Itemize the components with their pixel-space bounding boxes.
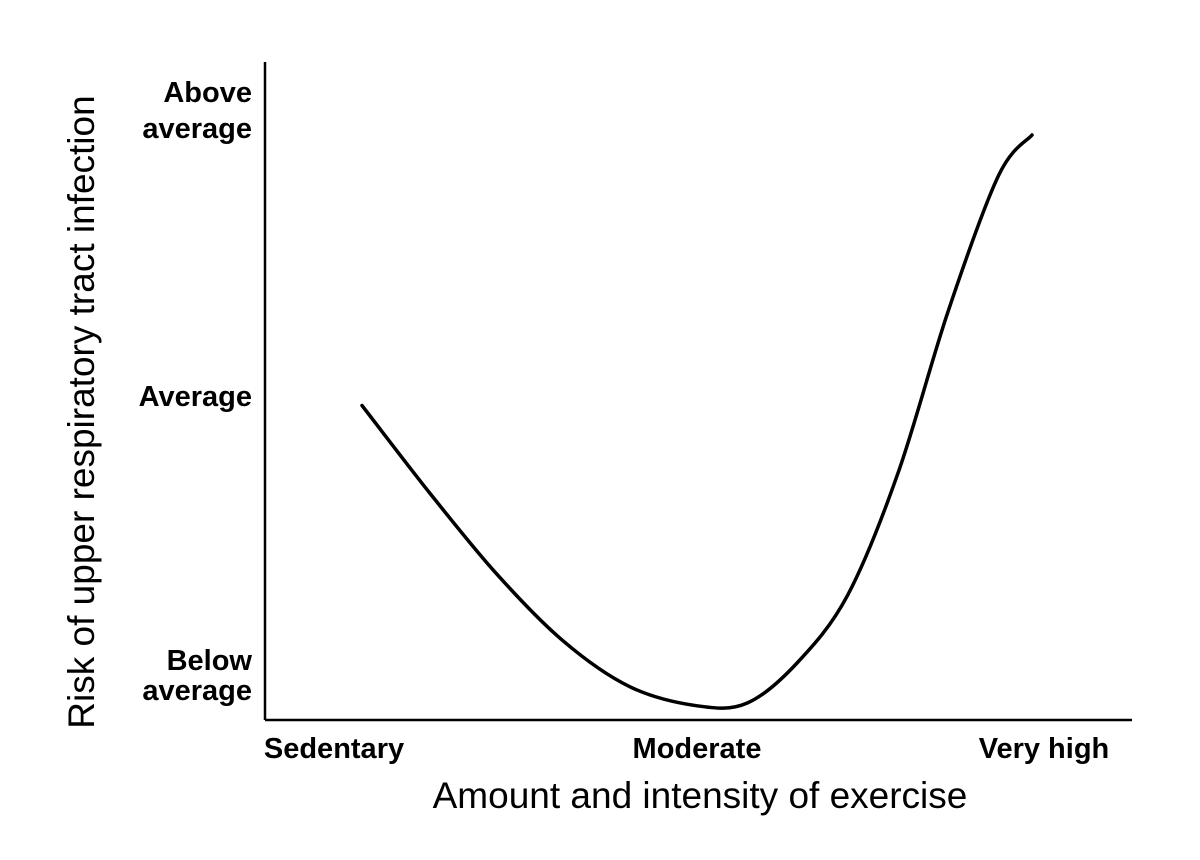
x-tick-label: Moderate	[633, 733, 762, 765]
x-tick-label: Very high	[979, 733, 1110, 765]
y-axis-title: Risk of upper respiratory tract infectio…	[61, 95, 102, 728]
x-tick-label: Sedentary	[264, 733, 404, 765]
y-tick-label: Above average	[142, 77, 252, 145]
plot-area	[360, 133, 1034, 710]
x-tick-labels: Sedentary Moderate Very high	[264, 733, 1109, 765]
axes	[263, 62, 1132, 722]
y-tick-label-line: Average	[139, 381, 252, 413]
x-axis-title: Amount and intensity of exercise	[433, 775, 968, 816]
y-tick-label-line: Below	[167, 645, 253, 677]
y-tick-label: Average	[139, 381, 252, 413]
series-line	[360, 133, 1034, 710]
y-tick-label: Below average	[142, 645, 252, 707]
y-tick-label-line: average	[142, 675, 252, 707]
y-tick-label-line: average	[142, 113, 252, 145]
y-tick-label-line: Above	[163, 77, 252, 109]
